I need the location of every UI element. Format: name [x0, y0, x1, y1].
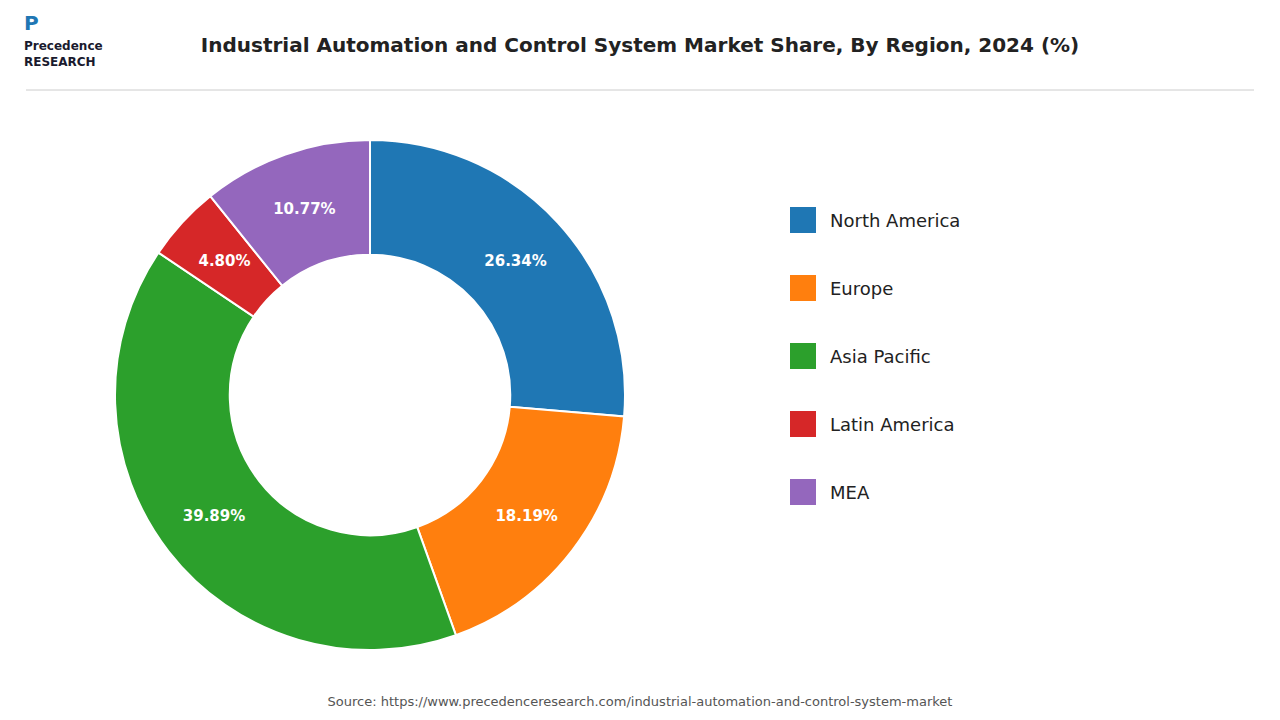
legend-swatch	[790, 207, 816, 233]
legend-item: Latin America	[790, 411, 955, 437]
slice	[115, 253, 456, 650]
background	[0, 0, 1280, 720]
legend-item: Europe	[790, 275, 893, 301]
donut: 26.34% 18.19% 39.89% 4.80% 10.77%	[115, 140, 625, 650]
data-label: 26.34%	[484, 252, 546, 270]
legend-label: Latin America	[830, 414, 955, 435]
legend-label: MEA	[830, 482, 870, 503]
legend-swatch	[790, 479, 816, 505]
legend-swatch	[790, 275, 816, 301]
slice	[370, 140, 625, 416]
logo-text: Precedence	[24, 39, 103, 53]
chart-svg: P Precedence RESEARCH Industrial Automation…	[0, 0, 1280, 720]
title: Industrial Automation and Control System…	[201, 33, 1079, 57]
legend-label: Asia Pacific	[830, 346, 931, 367]
legend-item: Asia Pacific	[790, 343, 931, 369]
separator	[26, 90, 1254, 91]
legend-label: Europe	[830, 278, 893, 299]
data-label: 39.89%	[183, 507, 245, 525]
legend-label: North America	[830, 210, 960, 231]
legend-item: North America	[790, 207, 960, 233]
logo-icon: P	[24, 11, 39, 35]
data-label: 4.80%	[198, 252, 250, 270]
data-label: 10.77%	[273, 200, 335, 218]
slice	[417, 407, 624, 635]
source: Source: https://www.precedenceresearch.c…	[328, 694, 953, 709]
legend-item: MEA	[790, 479, 870, 505]
legend-swatch	[790, 411, 816, 437]
legend: North America Europe Asia Pacific Latin Ame…	[790, 207, 960, 505]
logo-text: RESEARCH	[24, 55, 96, 69]
legend-swatch	[790, 343, 816, 369]
data-label: 18.19%	[495, 507, 557, 525]
